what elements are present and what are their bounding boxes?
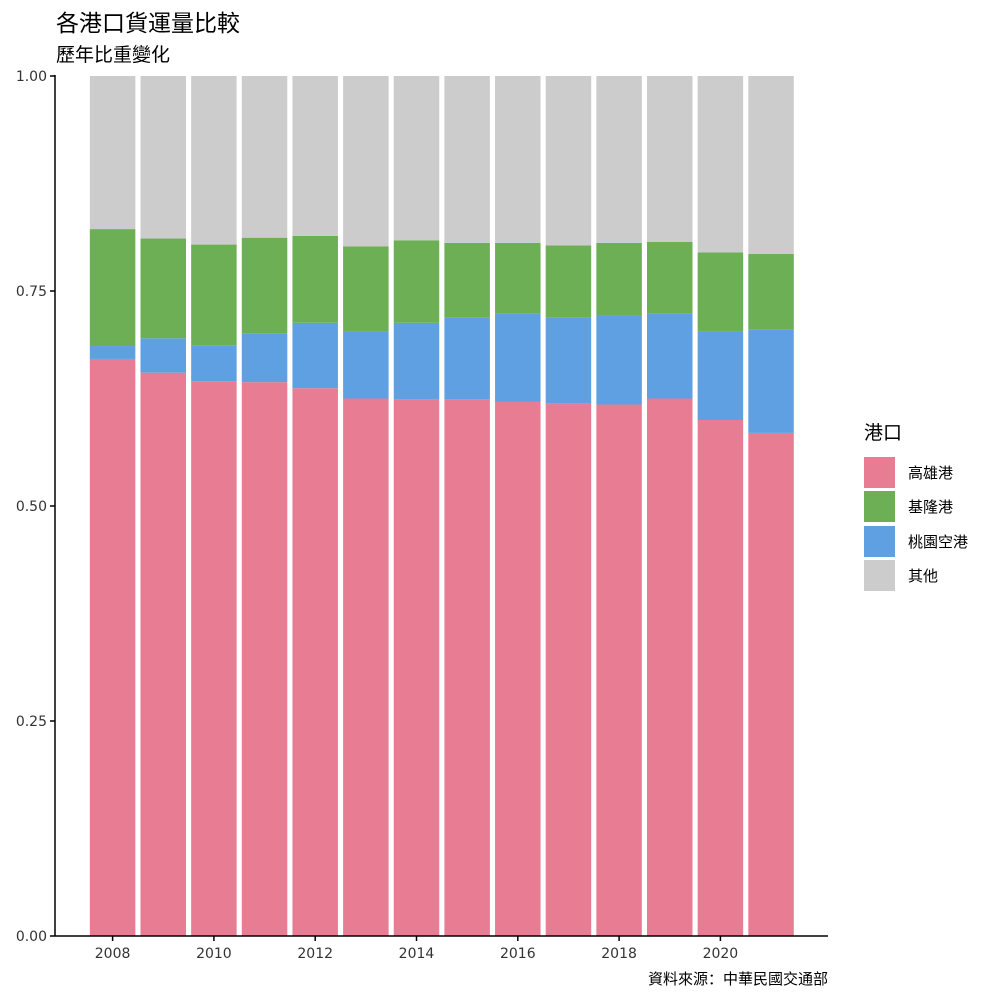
bar-segment-2013-2 <box>343 246 389 332</box>
bar-segment-2018-1 <box>596 315 642 405</box>
bar-segment-2010-1 <box>191 345 237 382</box>
legend-label: 其他 <box>908 567 939 586</box>
bar-segment-2008-0 <box>89 358 136 936</box>
bar-segment-2014-0 <box>393 399 440 936</box>
bar-segment-2021-0 <box>748 432 794 936</box>
bar-segment-2011-1 <box>241 333 288 383</box>
y-tick-label: 0.50 <box>16 499 47 515</box>
legend-swatch <box>864 560 895 592</box>
legend: 港口 高雄港基隆港桃園空港其他 <box>864 418 968 593</box>
bar-segment-2012-2 <box>292 235 338 323</box>
x-tick-label: 2010 <box>196 946 232 962</box>
y-tick-label: 1.00 <box>16 69 47 85</box>
bar-segment-2017-2 <box>545 245 592 318</box>
bar-segment-2015-0 <box>444 399 490 936</box>
bar-segment-2016-1 <box>495 313 541 402</box>
bar-segment-2020-2 <box>697 252 744 332</box>
bar-segment-2010-3 <box>191 76 237 245</box>
bar-segment-2012-0 <box>292 388 338 936</box>
bar-segment-2015-3 <box>444 76 490 243</box>
legend-items: 高雄港基隆港桃園空港其他 <box>864 455 968 593</box>
legend-swatch <box>864 525 895 557</box>
bar-segment-2013-1 <box>343 331 389 399</box>
legend-label: 高雄港 <box>908 463 954 482</box>
x-tick-label: 2012 <box>297 946 333 962</box>
bar-segment-2018-0 <box>596 404 642 936</box>
bar-segment-2014-3 <box>393 76 440 241</box>
x-tick-label: 2018 <box>601 946 637 962</box>
bar-segment-2013-0 <box>343 398 389 936</box>
bar-segment-2011-0 <box>241 382 288 936</box>
x-tick-label: 2016 <box>500 946 536 962</box>
legend-swatch <box>864 456 895 488</box>
bar-segment-2011-2 <box>241 237 288 334</box>
bar-segment-2008-1 <box>89 346 136 359</box>
axes-layer: 0.00 0.25 0.50 0.75 1.00 2008 2010 2012 2014 2016… <box>16 69 828 962</box>
x-tick-label: 2014 <box>399 946 435 962</box>
legend-item: 桃園空港 <box>864 524 968 558</box>
bar-segment-2009-3 <box>140 76 186 239</box>
bar-segment-2015-1 <box>444 317 490 400</box>
bar-segment-2020-3 <box>697 76 744 253</box>
bar-segment-2019-0 <box>647 398 693 936</box>
chart-caption: 資料來源：中華民國交通部 <box>647 970 828 988</box>
bar-segment-2021-3 <box>748 76 794 255</box>
bar-segment-2012-3 <box>292 76 338 236</box>
bar-segment-2017-3 <box>545 76 592 246</box>
bar-segment-2014-2 <box>393 240 440 323</box>
bar-segment-2016-0 <box>495 401 541 936</box>
legend-label: 基隆港 <box>908 498 954 517</box>
y-tick-label: 0.75 <box>16 284 47 300</box>
bar-segment-2019-3 <box>647 76 693 242</box>
legend-swatch <box>864 491 895 523</box>
bar-segment-2016-2 <box>495 242 541 314</box>
bar-segment-2021-2 <box>748 254 794 330</box>
legend-item: 基隆港 <box>864 490 968 524</box>
bar-segment-2017-0 <box>545 403 592 936</box>
bar-segment-2013-3 <box>343 76 389 247</box>
bar-segment-2009-0 <box>140 372 186 936</box>
bar-segment-2019-2 <box>647 241 693 314</box>
bar-segment-2020-0 <box>697 420 744 936</box>
bar-segment-2015-2 <box>444 242 490 318</box>
x-tick-label: 2020 <box>703 946 739 962</box>
bar-segment-2009-1 <box>140 338 186 373</box>
y-tick-label: 0.00 <box>16 929 47 945</box>
bar-segment-2017-1 <box>545 317 592 404</box>
bar-segment-2011-3 <box>241 76 288 238</box>
legend-title: 港口 <box>864 422 903 444</box>
y-tick-label: 0.25 <box>16 714 47 730</box>
bar-segment-2016-3 <box>495 76 541 243</box>
bar-segment-2008-2 <box>89 229 136 347</box>
bar-segment-2010-2 <box>191 244 237 346</box>
bar-segment-2018-2 <box>596 242 642 316</box>
bar-segment-2008-3 <box>89 76 136 230</box>
chart-title: 各港口貨運量比較 <box>56 11 240 37</box>
bar-segment-2019-1 <box>647 313 693 399</box>
bar-segment-2009-2 <box>140 238 186 339</box>
legend-item: 高雄港 <box>864 455 968 489</box>
bar-segment-2010-0 <box>191 381 237 936</box>
legend-label: 桃園空港 <box>908 532 969 551</box>
chart-subtitle: 歷年比重變化 <box>56 44 171 66</box>
bar-segment-2020-1 <box>697 331 744 420</box>
bar-segment-2021-1 <box>748 329 794 433</box>
legend-item: 其他 <box>864 559 968 593</box>
bars-layer <box>89 76 794 936</box>
bar-segment-2014-1 <box>393 322 440 400</box>
bar-segment-2012-1 <box>292 322 338 389</box>
bar-segment-2018-3 <box>596 76 642 243</box>
x-tick-label: 2008 <box>95 946 131 962</box>
